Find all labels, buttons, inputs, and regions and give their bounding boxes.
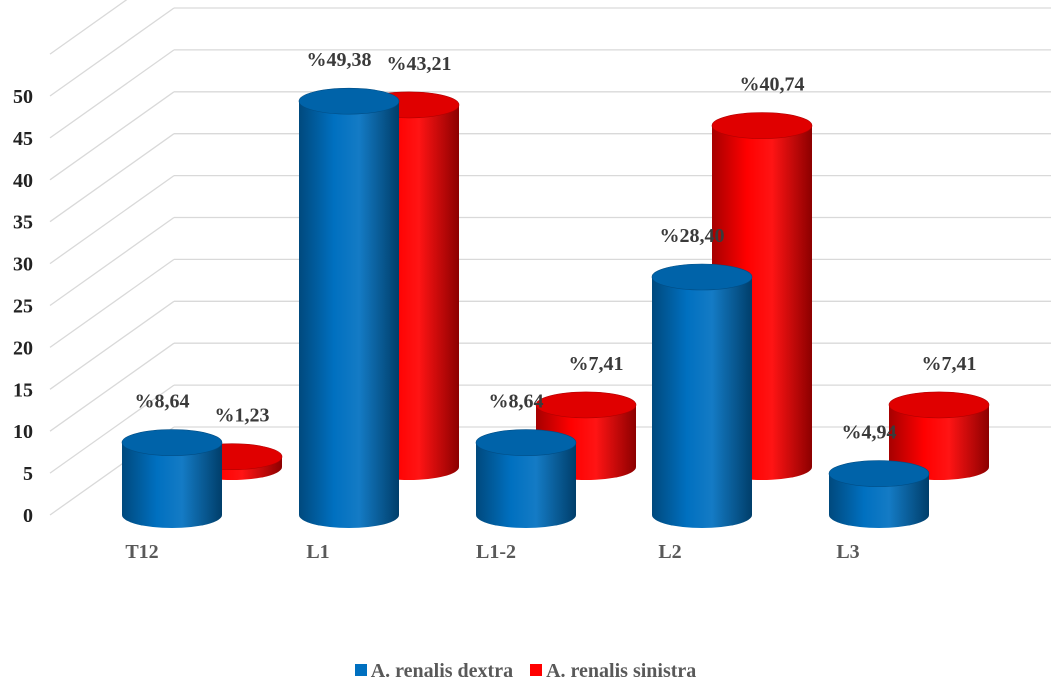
y-tick-label: 25 xyxy=(13,296,33,318)
y-tick-label: 50 xyxy=(13,86,33,108)
x-tick-label: L1-2 xyxy=(476,541,516,563)
y-tick-label: 5 xyxy=(23,463,33,485)
y-tick-label: 45 xyxy=(13,128,33,150)
data-label-dextra: %49,38 xyxy=(307,49,372,71)
x-tick-label: L1 xyxy=(306,541,329,563)
data-label-dextra: %4,94 xyxy=(842,422,897,444)
bar-dextra xyxy=(475,429,577,528)
data-label-dextra: %8,64 xyxy=(489,391,544,413)
x-axis: T12 L1 L1-2 L2 L3 xyxy=(125,541,859,563)
chart-legend: A. renalis dextra A. renalis sinistra xyxy=(0,660,1051,683)
x-tick-label: T12 xyxy=(125,541,158,563)
bar-dextra xyxy=(828,460,930,528)
chart-bars xyxy=(121,87,990,528)
y-tick-label: 10 xyxy=(13,421,33,443)
gridline-depth xyxy=(49,342,175,432)
data-labels: %1,23 %43,21 %7,41 %40,74 %7,41 %8,64 %49,38 %8… xyxy=(135,49,977,443)
gridline-depth xyxy=(49,384,175,474)
gridline-depth xyxy=(49,175,175,265)
data-label-sinistra: %7,41 xyxy=(569,353,624,375)
y-tick-label: 30 xyxy=(13,254,33,276)
data-label-sinistra: %1,23 xyxy=(215,405,270,427)
gridline-depth xyxy=(49,258,175,348)
data-label-sinistra: %43,21 xyxy=(387,53,452,75)
y-axis: 0 5 10 15 20 25 30 35 40 45 50 xyxy=(13,86,33,527)
y-tick-label: 35 xyxy=(13,212,33,234)
bar-dextra xyxy=(651,263,753,528)
gridline-depth xyxy=(49,7,175,97)
x-tick-label: L3 xyxy=(836,541,859,563)
bar-dextra xyxy=(121,429,223,528)
gridline-depth xyxy=(49,49,175,139)
x-tick-label: L2 xyxy=(658,541,681,563)
bar-dextra xyxy=(298,87,400,528)
gridline-depth xyxy=(49,91,175,181)
y-tick-label: 15 xyxy=(13,379,33,401)
legend-label-sinistra: A. renalis sinistra xyxy=(546,660,697,682)
gridline-depth xyxy=(49,0,128,55)
legend-label-dextra: A. renalis dextra xyxy=(370,660,514,682)
y-tick-label: 20 xyxy=(13,337,33,359)
gridline-depth xyxy=(49,133,175,223)
legend-item-sinistra: A. renalis sinistra xyxy=(530,660,696,683)
legend-swatch-dextra xyxy=(354,664,367,676)
data-label-sinistra: %7,41 xyxy=(922,353,977,375)
y-tick-label: 0 xyxy=(23,505,33,527)
gridline-depth xyxy=(49,300,175,390)
gridline-depth xyxy=(49,216,175,307)
legend-item-dextra: A. renalis dextra xyxy=(354,660,514,683)
cylinder-bar-chart: 0 5 10 15 20 25 30 35 40 45 50 T12 L1 L1-2 L2 L3 %1,23… xyxy=(13,0,1051,563)
data-label-dextra: %8,64 xyxy=(135,391,190,413)
y-tick-label: 40 xyxy=(13,170,33,192)
data-label-sinistra: %40,74 xyxy=(740,74,805,96)
bar-sinistra xyxy=(888,391,990,480)
data-label-dextra: %28,40 xyxy=(660,225,725,247)
legend-swatch-sinistra xyxy=(530,664,543,676)
